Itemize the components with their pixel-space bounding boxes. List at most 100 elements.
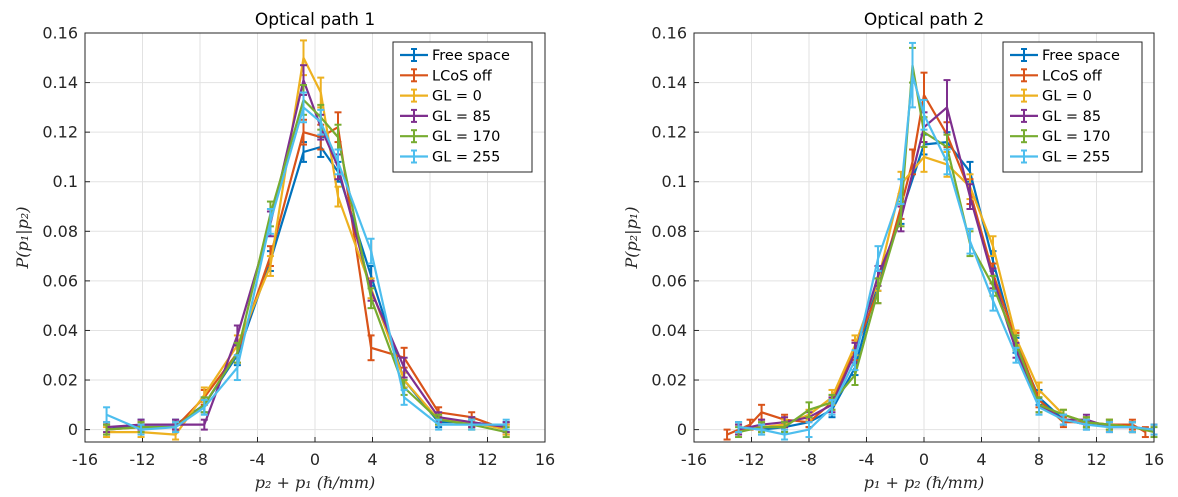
error-bar (233, 354, 241, 382)
legend-label: LCoS off (432, 68, 493, 84)
legend-item: GL = 85 (1010, 108, 1101, 125)
legend-item: GL = 0 (1010, 88, 1092, 105)
error-bar (735, 421, 743, 434)
error-bar (400, 356, 408, 379)
y-tick-label: 0 (68, 420, 78, 439)
y-tick-label: 0.06 (42, 271, 78, 290)
error-bar (966, 227, 974, 255)
axes-frame (693, 32, 1155, 443)
error-bar (468, 418, 476, 431)
legend-item: LCoS off (1010, 68, 1103, 84)
error-bar (874, 245, 882, 272)
error-bar (989, 289, 997, 312)
x-tick-label: 4 (976, 450, 986, 469)
error-bar (966, 183, 974, 210)
error-bar (1128, 421, 1136, 434)
x-tick-label: 16 (535, 450, 555, 469)
y-tick-label: 0.02 (42, 371, 78, 390)
series-gl-255 (735, 41, 1158, 441)
error-bar (172, 421, 180, 434)
x-tick-label: 0 (919, 450, 929, 469)
y-tick-label: 0.14 (651, 73, 687, 92)
y-tick-label: 0.1 (662, 172, 687, 191)
error-bar (805, 401, 813, 419)
legend-label: GL = 170 (432, 129, 500, 145)
error-bar (334, 185, 342, 208)
error-bar (1105, 421, 1113, 434)
legend: Free space LCoS off GL = 0 GL = 85 GL = 170 G… (1002, 41, 1143, 173)
legend-item: LCoS off (400, 68, 493, 84)
error-bar (200, 418, 208, 431)
y-axis-label: P(p₁|p₂) (13, 207, 32, 270)
series-line (106, 106, 507, 431)
error-bar (1012, 346, 1020, 364)
y-tick-label: 0.16 (42, 24, 78, 43)
x-tick-label: 16 (1144, 450, 1164, 469)
legend-item: GL = 170 (400, 129, 500, 145)
error-bar (334, 148, 342, 176)
error-bar (266, 207, 274, 235)
error-bar (317, 108, 325, 136)
error-bar (400, 388, 408, 406)
legend-item: GL = 85 (400, 108, 491, 125)
y-tick-label: 0.12 (651, 123, 687, 142)
chart-title: Optical path 2 (864, 10, 984, 30)
x-tick-label: 12 (477, 450, 497, 469)
y-tick-label: 0.12 (42, 123, 78, 142)
x-axis-label: p₂ + p₁ (ℏ/mm) (255, 473, 376, 492)
legend-label: GL = 170 (1042, 129, 1110, 145)
x-axis-label: p₁ + p₂ (ℏ/mm) (864, 473, 985, 492)
legend-label: GL = 85 (1042, 109, 1101, 125)
error-bar (851, 349, 859, 372)
x-tick-label: 4 (367, 450, 377, 469)
error-bar (723, 428, 731, 441)
error-bar (781, 428, 789, 441)
chart-panel-1: -16 -12 -8 -4 0 4 8 12 16 0 0.02 0.04 0.06 0.08 0.1 0.1… (13, 10, 555, 492)
error-bar (897, 178, 905, 206)
x-tick-label: -12 (738, 450, 764, 469)
legend-label: LCoS off (1042, 68, 1103, 84)
y-tick-label: 0 (677, 420, 687, 439)
x-tick-label: -8 (801, 450, 817, 469)
x-tick-label: -8 (192, 450, 208, 469)
error-bar (103, 423, 111, 436)
series-gl-255 (103, 91, 510, 436)
error-bar (989, 235, 997, 258)
error-bar (502, 418, 510, 431)
legend-label: Free space (432, 48, 510, 64)
y-tick-label: 0.14 (42, 73, 78, 92)
legend-item: Free space (400, 48, 510, 64)
error-bar (103, 406, 111, 424)
legend-item: GL = 255 (400, 149, 500, 166)
chart-title: Optical path 1 (255, 10, 375, 30)
legend: Free space LCoS off GL = 0 GL = 85 GL = 170 G… (392, 41, 533, 173)
y-tick-label: 0.1 (53, 172, 78, 191)
error-bar (435, 418, 443, 431)
error-bar (1035, 398, 1043, 416)
x-tick-label: -4 (250, 450, 266, 469)
legend-item: GL = 0 (400, 88, 482, 105)
chart-panel-2: -16 -12 -8 -4 0 4 8 12 16 0 0.02 0.04 0.06 0.08 0.1 0.1… (622, 10, 1164, 492)
x-tick-label: 12 (1086, 450, 1106, 469)
error-bar (828, 398, 836, 416)
y-tick-label: 0.08 (651, 222, 687, 241)
x-tick-label: -16 (681, 450, 707, 469)
error-bar (805, 421, 813, 439)
y-tick-label: 0.04 (651, 321, 687, 340)
x-tick-label: 0 (310, 450, 320, 469)
x-tick-label: 8 (1034, 450, 1044, 469)
y-tick-label: 0.06 (651, 271, 687, 290)
x-tick-label: -16 (72, 450, 98, 469)
error-bar (1082, 418, 1090, 431)
legend-item: GL = 170 (1010, 129, 1110, 145)
y-tick-label: 0.02 (651, 371, 687, 390)
error-bar (200, 398, 208, 416)
error-bar (367, 287, 375, 310)
error-bar (300, 91, 307, 124)
error-bar (367, 334, 375, 362)
legend-label: GL = 255 (1042, 150, 1110, 166)
y-tick-label: 0.16 (651, 24, 687, 43)
legend-item: GL = 255 (1010, 149, 1110, 166)
